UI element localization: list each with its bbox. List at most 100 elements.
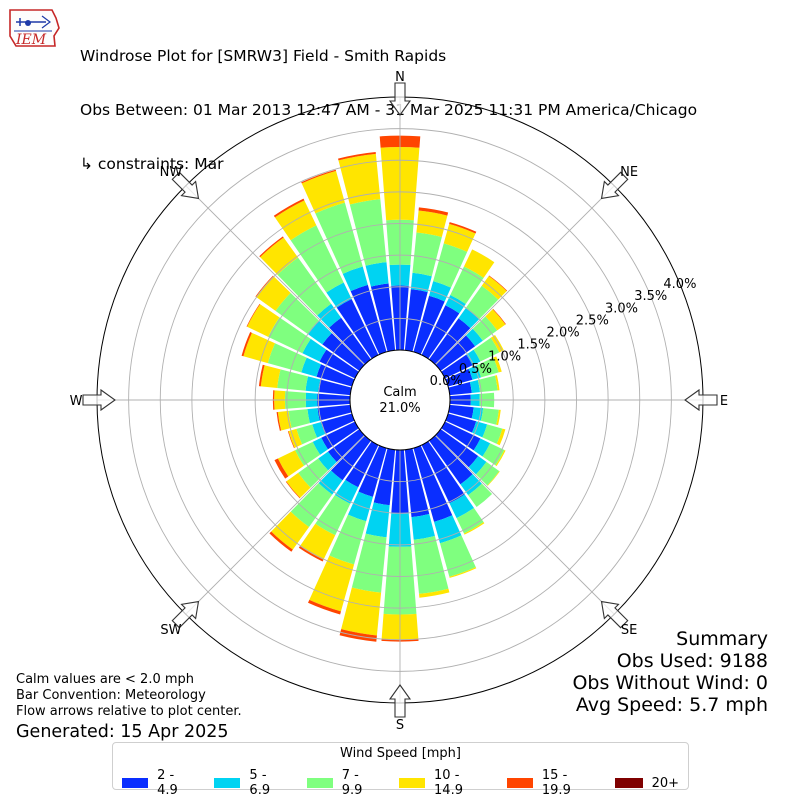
- windrose-bar-segment: [322, 333, 365, 371]
- windrose-bar-segment: [445, 368, 473, 387]
- windrose-bar-segment: [472, 316, 498, 341]
- windrose-bar-segment: [413, 445, 453, 522]
- radial-tick-label: 3.5%: [634, 289, 667, 304]
- windrose-bar-segment: [413, 295, 445, 355]
- windrose-bar-segment: [487, 471, 500, 486]
- windrose-bar-segment: [493, 356, 502, 373]
- legend-items: 2 - 4.9 5 - 6.9 7 - 9.9 10 - 14.9 15 - 19.9 2…: [113, 768, 688, 798]
- windrose-bar-segment: [277, 450, 304, 477]
- windrose-bar-segment: [460, 474, 482, 496]
- legend-item: 10 - 14.9: [398, 768, 489, 798]
- windrose-bar-segment: [449, 494, 474, 519]
- windrose-bar-segment: [273, 198, 305, 218]
- radial-tick-label: 2.5%: [576, 313, 609, 328]
- windrose-bar-segment: [260, 237, 298, 275]
- windrose-bar-segment: [419, 588, 450, 598]
- windrose-bar-segment: [312, 437, 328, 455]
- speed-legend: Wind Speed [mph] 2 - 4.9 5 - 6.9 7 - 9.9 10…: [112, 742, 689, 798]
- windrose-bar-segment: [302, 338, 327, 362]
- calm-value: 21.0%: [379, 401, 420, 416]
- windrose-bar-segment: [441, 421, 481, 451]
- windrose-bar-segment: [342, 266, 368, 292]
- logo-text: IEM: [15, 32, 47, 48]
- page-title-block: Windrose Plot for [SMRW3] Field - Smith …: [80, 11, 697, 191]
- windrose-bar-segment: [255, 276, 291, 311]
- windrose-bar-segment: [418, 207, 449, 216]
- iem-logo: IEM: [6, 6, 62, 52]
- windrose-bar-segment: [404, 448, 430, 518]
- windrose-bar-segment: [318, 470, 343, 495]
- windrose-bar-segment: [288, 409, 310, 428]
- windrose-bar-segment: [269, 531, 293, 552]
- compass-label: S: [396, 718, 404, 733]
- windrose-bar-segment: [476, 357, 499, 378]
- radial-tick-label: 4.0%: [663, 277, 696, 292]
- radial-tick-label: 0.5%: [459, 362, 492, 377]
- windrose-bar-segment: [316, 364, 355, 387]
- calm-note: Calm values are < 2.0 mph: [16, 672, 195, 687]
- windrose-bar-segment: [345, 441, 379, 488]
- windrose-bar-segment: [473, 438, 491, 457]
- legend-swatch: [214, 778, 241, 788]
- windrose-bar-segment: [477, 375, 498, 393]
- radial-tick-label: 2.0%: [547, 325, 580, 340]
- summary-title: Summary: [676, 628, 768, 650]
- windrose-bar-segment: [260, 365, 281, 388]
- legend-label: 7 - 9.9: [341, 768, 363, 798]
- windrose-bar-segment: [338, 151, 376, 161]
- legend-label: 2 - 4.9: [157, 768, 178, 798]
- windrose-bar-segment: [290, 483, 333, 528]
- windrose-bar-segment: [267, 343, 307, 373]
- windrose-bar-segment: [295, 441, 321, 466]
- legend-swatch: [398, 778, 426, 788]
- windrose-bar-segment: [301, 357, 322, 377]
- legend-item: 7 - 9.9: [306, 768, 381, 798]
- windrose-bar-segment: [466, 349, 481, 366]
- summary-avg-speed: Avg Speed: 5.7 mph: [575, 694, 768, 716]
- windrose-bar-segment: [341, 587, 382, 636]
- windrose-bar-segment: [339, 629, 377, 642]
- windrose-bar-segment: [468, 483, 493, 507]
- iem-logo-graphic: IEM: [9, 9, 60, 48]
- compass-labels: N NE E SE S SW W NW: [70, 70, 729, 733]
- windrose-bar-segment: [301, 169, 337, 184]
- title-line-2: Obs Between: 01 Mar 2013 12:47 AM - 31 M…: [80, 101, 698, 119]
- radial-tick-label: 1.5%: [517, 338, 550, 353]
- windrose-bar-segment: [338, 153, 381, 205]
- windrose-bar-segment: [334, 479, 359, 504]
- flow-arrow-icon: [388, 684, 412, 718]
- radial-tick-labels: 0.0%0.5%1.0%1.5%2.0%2.5%3.0%3.5%4.0%: [430, 277, 697, 389]
- windrose-bar-segment: [456, 508, 484, 534]
- flow-arrow-icon: [600, 171, 629, 200]
- windrose-bar-segment: [271, 511, 310, 550]
- windrose-bar-segment: [317, 303, 342, 328]
- windrose-bar-segment: [285, 481, 301, 499]
- compass-label: N: [395, 70, 405, 85]
- legend-title: Wind Speed [mph]: [340, 746, 461, 761]
- windrose-bar-segment: [255, 275, 274, 297]
- windrose-bar-segment: [463, 522, 485, 535]
- windrose-bar-segment: [410, 272, 432, 293]
- windrose-bar-segment: [330, 435, 371, 481]
- windrose-bar-segment: [449, 222, 477, 234]
- windrose-bar-segment: [475, 461, 500, 486]
- windrose-bar-segment: [318, 379, 352, 396]
- flow-arrow-icon: [684, 388, 718, 412]
- windrose-bar-segment: [473, 337, 500, 362]
- windrose-bar-segment: [481, 276, 507, 300]
- flow-arrow-icon: [388, 82, 412, 116]
- windrose-bar-segment: [492, 308, 506, 325]
- windrose-bar-segment: [315, 495, 351, 536]
- windrose-bar-segment: [277, 257, 332, 316]
- flow-arrow-icon: [171, 171, 200, 200]
- calm-disc: [349, 349, 451, 451]
- compass-label: E: [720, 394, 728, 409]
- windrose-bar-segment: [435, 429, 479, 468]
- windrose-bar-segment: [365, 262, 389, 287]
- legend-item: 5 - 6.9: [214, 768, 288, 798]
- legend-label: 5 - 6.9: [249, 768, 271, 798]
- windrose-bar-segment: [351, 533, 387, 593]
- windrose-bar-segment: [495, 450, 506, 467]
- windrose-bar-segment: [365, 502, 390, 538]
- compass-label: NW: [160, 165, 183, 180]
